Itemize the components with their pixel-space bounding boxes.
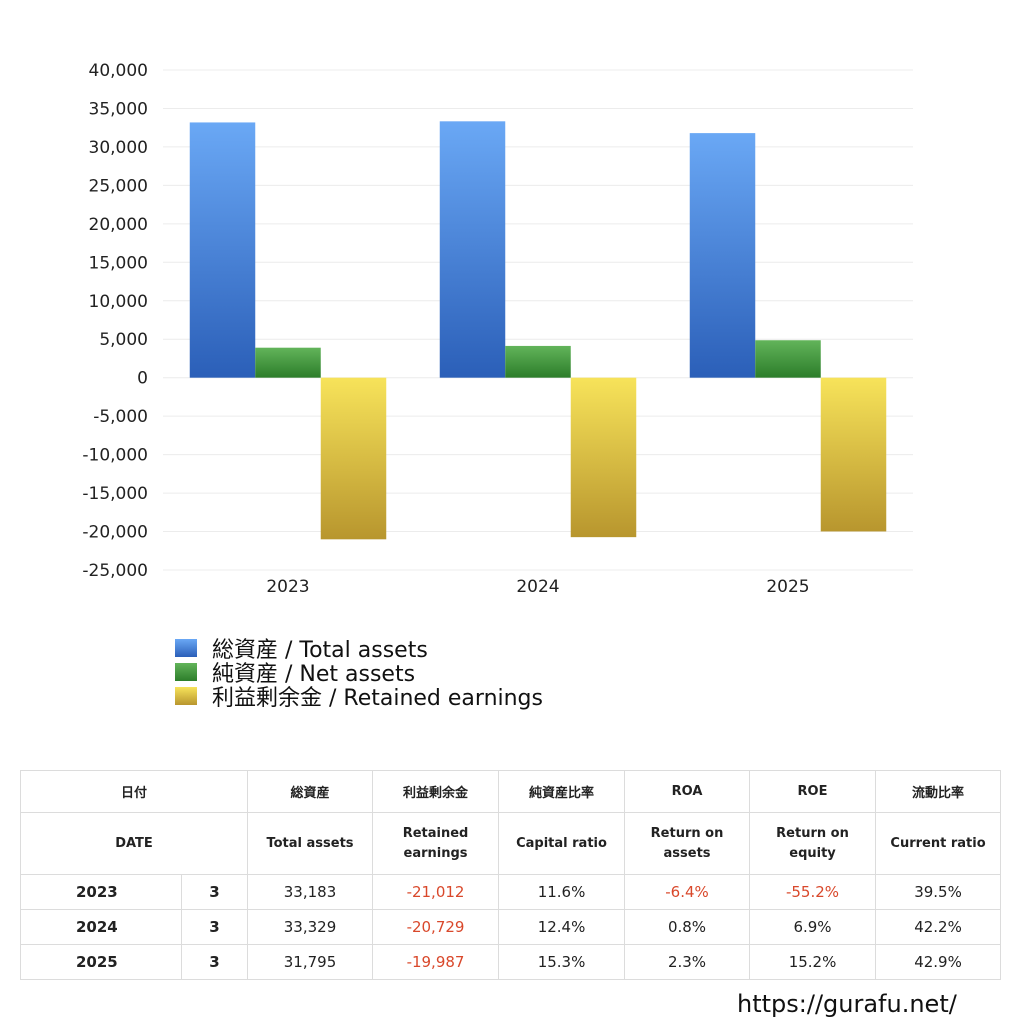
header-current-ratio-en: Current ratio [875,812,1002,875]
x-tick-label: 2024 [516,577,559,597]
row-year: 2024 [20,909,182,945]
cell-total-assets: 33,329 [247,909,374,945]
legend-label-retained-earnings: 利益剰余金 / Retained earnings [212,686,543,711]
table-header-row-en: DATE Total assets Retained earnings Capit… [19,812,1002,875]
cell-roa: 0.8% [624,909,751,945]
chart-gridlines [163,69,913,571]
cell-roe: -55.2% [749,874,877,910]
cell-roe: 15.2% [749,944,877,980]
y-tick-label: -5,000 [93,407,148,427]
legend-item-net-assets: 純資産 / Net assets [175,660,543,687]
y-tick-label: 15,000 [89,253,148,273]
table-row: 2023 3 33,183 -21,012 11.6% -6.4% -55.2%… [20,874,1002,910]
y-tick-label: -10,000 [82,446,148,466]
header-total-assets-en: Total assets [247,812,374,875]
bar-retained-earnings-2025 [820,377,887,532]
chart-axis-labels: 40,000 35,000 30,000 25,000 20,000 15,000 10,0… [82,61,809,597]
y-tick-label: 20,000 [89,215,148,235]
header-roe-jp: ROE [749,770,877,813]
table-row: 2024 3 33,329 -20,729 12.4% 0.8% 6.9% 42… [20,909,1002,945]
header-capital-ratio-en: Capital ratio [498,812,626,875]
y-tick-label: 0 [137,369,148,389]
header-retained-earnings-en: Retained earnings [372,812,500,875]
cell-capital-ratio: 11.6% [498,874,626,910]
chart-bars [189,121,887,540]
legend-item-retained-earnings: 利益剰余金 / Retained earnings [175,684,543,711]
cell-current-ratio: 42.2% [875,909,1002,945]
cell-roa: 2.3% [624,944,751,980]
bar-retained-earnings-2024 [570,377,637,538]
cell-current-ratio: 39.5% [875,874,1002,910]
row-month: 3 [180,909,249,945]
y-tick-label: -25,000 [82,561,148,581]
header-total-assets-jp: 総資産 [247,770,374,813]
table-row: 2025 3 31,795 -19,987 15.3% 2.3% 15.2% 4… [20,944,1002,980]
row-month: 3 [180,944,249,980]
cell-capital-ratio: 15.3% [498,944,626,980]
legend-swatch-net-assets [175,663,197,681]
x-tick-label: 2025 [766,577,809,597]
y-tick-label: 5,000 [99,330,148,350]
header-roa-en: Return on assets [624,812,751,875]
bar-retained-earnings-2023 [320,377,387,540]
y-tick-label: 40,000 [89,61,148,81]
financial-metrics-table: 日付 総資産 利益剰余金 純資産比率 ROA ROE 流動比率 DATE Tot… [19,770,1002,980]
header-capital-ratio-jp: 純資産比率 [498,770,626,813]
legend-swatch-total-assets [175,639,197,657]
header-roe-en: Return on equity [749,812,877,875]
cell-total-assets: 31,795 [247,944,374,980]
cell-retained-earnings: -19,987 [372,944,500,980]
y-tick-label: -20,000 [82,523,148,543]
y-tick-label: 35,000 [89,99,148,119]
bar-total-assets-2023 [189,122,256,378]
site-url[interactable]: https://gurafu.net/ [737,990,957,1018]
bar-chart: 40,000 35,000 30,000 25,000 20,000 15,000 10,0… [82,61,913,597]
bar-net-assets-2023 [255,347,321,378]
cell-capital-ratio: 12.4% [498,909,626,945]
header-retained-earnings-jp: 利益剰余金 [372,770,500,813]
cell-retained-earnings: -20,729 [372,909,500,945]
cell-total-assets: 33,183 [247,874,374,910]
y-tick-label: 10,000 [89,292,148,312]
legend-item-total-assets: 総資産 / Total assets [175,636,543,663]
row-year: 2025 [20,944,182,980]
table-header-row-jp: 日付 総資産 利益剰余金 純資産比率 ROA ROE 流動比率 [19,770,1002,813]
cell-current-ratio: 42.9% [875,944,1002,980]
header-date-jp: 日付 [19,770,249,813]
legend-swatch-retained-earnings [175,687,197,705]
row-year: 2023 [20,874,182,910]
chart-legend: 総資産 / Total assets 純資産 / Net assets 利益剰余… [175,636,543,711]
cell-roe: 6.9% [749,909,877,945]
y-tick-label: 25,000 [89,176,148,196]
header-roa-jp: ROA [624,770,751,813]
bar-net-assets-2024 [505,345,571,378]
legend-label-net-assets: 純資産 / Net assets [212,662,416,687]
row-month: 3 [180,874,249,910]
bar-total-assets-2025 [689,133,756,378]
y-tick-label: 30,000 [89,138,148,158]
y-tick-label: -15,000 [82,484,148,504]
legend-label-total-assets: 総資産 / Total assets [212,638,428,663]
x-tick-label: 2023 [266,577,309,597]
header-current-ratio-jp: 流動比率 [875,770,1002,813]
bar-net-assets-2025 [755,340,821,378]
bar-total-assets-2024 [439,121,506,378]
header-date-en: DATE [19,812,249,875]
cell-retained-earnings: -21,012 [372,874,500,910]
cell-roa: -6.4% [624,874,751,910]
